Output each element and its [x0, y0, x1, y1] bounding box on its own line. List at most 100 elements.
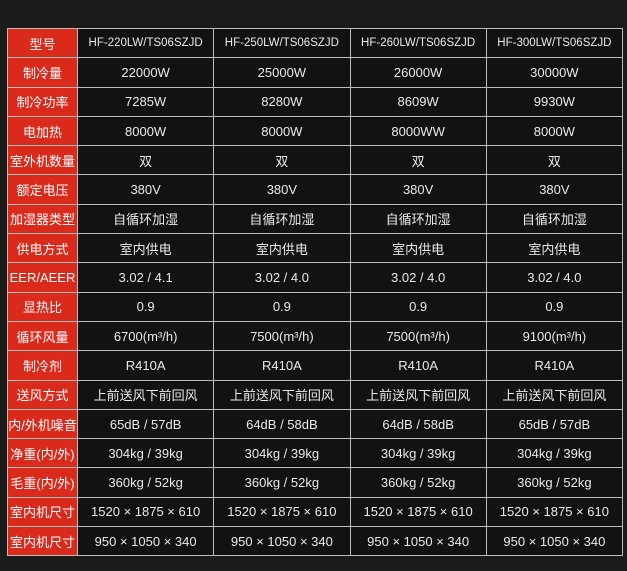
- value-cell: 950 × 1050 × 340: [349, 526, 487, 557]
- row-label: 制冷量: [7, 57, 78, 88]
- table-row: 电加热 8000W 8000W 8000WW 8000W: [7, 115, 624, 147]
- value-cell: 3.02 / 4.1: [76, 262, 215, 293]
- value-cell: 360kg / 52kg: [213, 467, 351, 498]
- table-row: 制冷功率 7285W 8280W 8609W 9930W: [7, 86, 624, 117]
- value-cell: 上前送风下前回风: [76, 379, 215, 410]
- model-header-cell: HF-220LW/TS06SZJD: [76, 27, 215, 59]
- value-cell: 自循环加湿: [485, 203, 624, 235]
- value-cell: 7285W: [76, 86, 215, 117]
- table-row: 送风方式 上前送风下前回风 上前送风下前回风 上前送风下前回风 上前送风下前回风: [7, 379, 624, 410]
- table-row: 净重(内/外) 304kg / 39kg 304kg / 39kg 304kg / 3…: [7, 438, 624, 469]
- value-cell: 360kg / 52kg: [349, 467, 487, 498]
- row-label: 室内机尺寸: [7, 496, 78, 528]
- row-label: 额定电压: [7, 174, 78, 205]
- value-cell: 上前送风下前回风: [485, 379, 624, 410]
- row-label: 电加热: [7, 115, 78, 147]
- value-cell: 室内供电: [76, 233, 215, 264]
- table-row: 内/外机噪音 65dB / 57dB 64dB / 58dB 64dB / 58dB 6…: [7, 408, 624, 440]
- row-label: 内/外机噪音: [7, 408, 78, 440]
- value-cell: 8000W: [76, 115, 215, 147]
- value-cell: 304kg / 39kg: [76, 438, 215, 469]
- value-cell: 8000WW: [349, 115, 487, 147]
- value-cell: 自循环加湿: [349, 203, 487, 235]
- value-cell: 64dB / 58dB: [349, 408, 487, 440]
- value-cell: 0.9: [213, 291, 351, 322]
- value-cell: 380V: [485, 174, 624, 205]
- table-row: 加湿器类型 自循环加湿 自循环加湿 自循环加湿 自循环加湿: [7, 203, 624, 235]
- value-cell: 9100(m³/h): [485, 320, 624, 352]
- value-cell: 双: [213, 145, 351, 176]
- value-cell: 950 × 1050 × 340: [76, 526, 215, 557]
- value-cell: 1520 × 1875 × 610: [76, 496, 215, 528]
- model-header-cell: HF-250LW/TS06SZJD: [213, 27, 351, 59]
- table-row: 供电方式 室内供电 室内供电 室内供电 室内供电: [7, 233, 624, 264]
- value-cell: 950 × 1050 × 340: [213, 526, 351, 557]
- table-row: 毛重(内/外) 360kg / 52kg 360kg / 52kg 360kg / 5…: [7, 467, 624, 498]
- row-label: 室内机尺寸: [7, 526, 78, 557]
- row-label: 显热比: [7, 291, 78, 322]
- row-label: 毛重(内/外): [7, 467, 78, 498]
- row-label: 净重(内/外): [7, 438, 78, 469]
- table-row: 室内机尺寸 1520 × 1875 × 610 1520 × 1875 × 610 1…: [7, 496, 624, 528]
- value-cell: R410A: [76, 350, 215, 381]
- row-label: 供电方式: [7, 233, 78, 264]
- table-row: 室内机尺寸 950 × 1050 × 340 950 × 1050 × 340 950…: [7, 526, 624, 557]
- value-cell: R410A: [485, 350, 624, 381]
- row-label: 循环风量: [7, 320, 78, 352]
- value-cell: R410A: [213, 350, 351, 381]
- value-cell: 0.9: [76, 291, 215, 322]
- table-row: 制冷量 22000W 25000W 26000W 30000W: [7, 57, 624, 88]
- value-cell: 3.02 / 4.0: [213, 262, 351, 293]
- row-label: 制冷功率: [7, 86, 78, 117]
- value-cell: 7500(m³/h): [349, 320, 487, 352]
- spec-table: 型号 HF-220LW/TS06SZJD HF-250LW/TS06SZJD HF-2…: [7, 27, 624, 557]
- value-cell: 26000W: [349, 57, 487, 88]
- value-cell: 8280W: [213, 86, 351, 117]
- value-cell: 0.9: [485, 291, 624, 322]
- value-cell: 8000W: [213, 115, 351, 147]
- value-cell: 65dB / 57dB: [485, 408, 624, 440]
- row-label: 制冷剂: [7, 350, 78, 381]
- value-cell: 上前送风下前回风: [349, 379, 487, 410]
- value-cell: 自循环加湿: [213, 203, 351, 235]
- value-cell: 64dB / 58dB: [213, 408, 351, 440]
- value-cell: 3.02 / 4.0: [349, 262, 487, 293]
- value-cell: R410A: [349, 350, 487, 381]
- value-cell: 304kg / 39kg: [213, 438, 351, 469]
- value-cell: 380V: [349, 174, 487, 205]
- value-cell: 950 × 1050 × 340: [485, 526, 624, 557]
- value-cell: 65dB / 57dB: [76, 408, 215, 440]
- value-cell: 室内供电: [213, 233, 351, 264]
- row-label: 型号: [7, 27, 78, 59]
- value-cell: 1520 × 1875 × 610: [213, 496, 351, 528]
- value-cell: 25000W: [213, 57, 351, 88]
- spec-table-body: 型号 HF-220LW/TS06SZJD HF-250LW/TS06SZJD HF-2…: [7, 27, 624, 557]
- value-cell: 1520 × 1875 × 610: [349, 496, 487, 528]
- value-cell: 室内供电: [485, 233, 624, 264]
- model-header-cell: HF-260LW/TS06SZJD: [349, 27, 487, 59]
- table-row: 室外机数量双双双双: [7, 145, 624, 176]
- value-cell: 22000W: [76, 57, 215, 88]
- row-label: 送风方式: [7, 379, 78, 410]
- value-cell: 304kg / 39kg: [485, 438, 624, 469]
- value-cell: 9930W: [485, 86, 624, 117]
- value-cell: 8609W: [349, 86, 487, 117]
- table-row: 额定电压 380V 380V 380V 380V: [7, 174, 624, 205]
- table-row: 循环风量 6700(m³/h) 7500(m³/h) 7500(m³/h) 9100(m…: [7, 320, 624, 352]
- value-cell: 360kg / 52kg: [76, 467, 215, 498]
- value-cell: 380V: [76, 174, 215, 205]
- value-cell: 30000W: [485, 57, 624, 88]
- row-label: 室外机数量: [7, 145, 78, 176]
- value-cell: 上前送风下前回风: [213, 379, 351, 410]
- model-header-cell: HF-300LW/TS06SZJD: [485, 27, 624, 59]
- value-cell: 3.02 / 4.0: [485, 262, 624, 293]
- table-row: 显热比 0.9 0.9 0.9 0.9: [7, 291, 624, 322]
- table-row: EER/AEER 3.02 / 4.1 3.02 / 4.0 3.02 / 4.0 3.…: [7, 262, 624, 293]
- table-row: 型号 HF-220LW/TS06SZJD HF-250LW/TS06SZJD HF-2…: [7, 27, 624, 59]
- value-cell: 360kg / 52kg: [485, 467, 624, 498]
- value-cell: 380V: [213, 174, 351, 205]
- value-cell: 1520 × 1875 × 610: [485, 496, 624, 528]
- row-label: EER/AEER: [7, 262, 78, 293]
- value-cell: 室内供电: [349, 233, 487, 264]
- value-cell: 自循环加湿: [76, 203, 215, 235]
